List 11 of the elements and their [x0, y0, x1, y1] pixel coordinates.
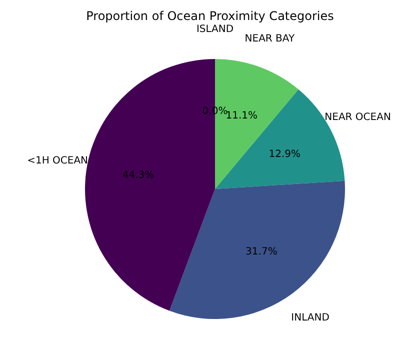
slice-label: <1H OCEAN — [27, 156, 88, 166]
data-label: 44.3% — [122, 170, 154, 182]
category-label: ISLAND — [196, 24, 234, 35]
data-label: 11.1% — [226, 110, 258, 122]
slice-label: INLAND — [291, 312, 330, 324]
pie-slice — [169, 180, 345, 319]
slice-label: NEAR BAY — [244, 34, 296, 45]
data-label: 12.9% — [268, 148, 300, 160]
slice-label: NEAR OCEAN — [324, 112, 391, 123]
chart-title: Proportion of Ocean Proximity Categories — [86, 9, 334, 23]
data-label: 31.7% — [246, 246, 278, 258]
